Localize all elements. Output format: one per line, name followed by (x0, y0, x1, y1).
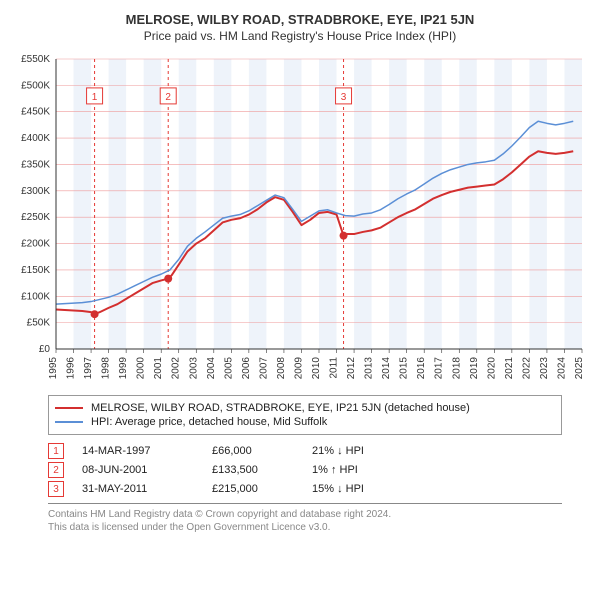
sale-date-2: 08-JUN-2001 (82, 464, 212, 476)
svg-text:2018: 2018 (451, 357, 462, 380)
svg-text:2010: 2010 (311, 357, 322, 380)
svg-text:£0: £0 (39, 344, 51, 355)
svg-text:2008: 2008 (276, 357, 287, 380)
svg-text:2000: 2000 (136, 357, 147, 380)
sales-table: 1 14-MAR-1997 £66,000 21% ↓ HPI 2 08-JUN… (48, 443, 562, 497)
svg-text:2025: 2025 (574, 357, 585, 380)
sale-row-3: 3 31-MAY-2011 £215,000 15% ↓ HPI (48, 481, 562, 497)
svg-text:2015: 2015 (399, 357, 410, 380)
svg-text:2006: 2006 (241, 357, 252, 380)
svg-text:1999: 1999 (118, 357, 129, 380)
svg-text:£150K: £150K (21, 265, 50, 276)
sale-price-2: £133,500 (212, 464, 312, 476)
svg-text:£450K: £450K (21, 107, 50, 118)
svg-text:£400K: £400K (21, 133, 50, 144)
footnote-line-2: This data is licensed under the Open Gov… (48, 521, 562, 534)
svg-text:1998: 1998 (101, 357, 112, 380)
title-line-2: Price paid vs. HM Land Registry's House … (8, 29, 592, 43)
sale-marker-2: 2 (48, 462, 64, 478)
chart-titles: MELROSE, WILBY ROAD, STRADBROKE, EYE, IP… (8, 12, 592, 43)
svg-text:2004: 2004 (206, 357, 217, 380)
footnote-line-1: Contains HM Land Registry data © Crown c… (48, 508, 562, 521)
svg-text:£100K: £100K (21, 291, 50, 302)
sale-date-1: 14-MAR-1997 (82, 445, 212, 457)
sale-hpi-3: 15% ↓ HPI (312, 483, 412, 495)
svg-text:2003: 2003 (188, 357, 199, 380)
svg-text:2023: 2023 (539, 357, 550, 380)
svg-text:2013: 2013 (364, 357, 375, 380)
sale-date-3: 31-MAY-2011 (82, 483, 212, 495)
legend-swatch-property (55, 407, 83, 409)
sale-marker-3: 3 (48, 481, 64, 497)
svg-text:2017: 2017 (434, 357, 445, 380)
svg-text:£200K: £200K (21, 239, 50, 250)
svg-text:2024: 2024 (556, 357, 567, 380)
svg-text:1997: 1997 (83, 357, 94, 380)
sale-row-2: 2 08-JUN-2001 £133,500 1% ↑ HPI (48, 462, 562, 478)
svg-text:2007: 2007 (258, 357, 269, 380)
svg-text:2012: 2012 (346, 357, 357, 380)
svg-text:£500K: £500K (21, 80, 50, 91)
svg-text:£300K: £300K (21, 186, 50, 197)
svg-text:1996: 1996 (66, 357, 77, 380)
legend-row-property: MELROSE, WILBY ROAD, STRADBROKE, EYE, IP… (55, 402, 555, 414)
svg-text:3: 3 (341, 92, 347, 103)
svg-text:2005: 2005 (223, 357, 234, 380)
title-line-1: MELROSE, WILBY ROAD, STRADBROKE, EYE, IP… (8, 12, 592, 27)
legend-swatch-hpi (55, 421, 83, 423)
svg-text:2021: 2021 (504, 357, 515, 380)
sale-price-3: £215,000 (212, 483, 312, 495)
svg-text:1995: 1995 (48, 357, 59, 380)
svg-text:2011: 2011 (329, 357, 340, 379)
sale-marker-1: 1 (48, 443, 64, 459)
sale-hpi-2: 1% ↑ HPI (312, 464, 412, 476)
footnote: Contains HM Land Registry data © Crown c… (48, 503, 562, 534)
svg-text:1: 1 (92, 92, 98, 103)
svg-text:2002: 2002 (171, 357, 182, 380)
svg-text:£550K: £550K (21, 54, 50, 65)
sale-hpi-1: 21% ↓ HPI (312, 445, 412, 457)
svg-text:£250K: £250K (21, 212, 50, 223)
svg-text:2022: 2022 (521, 357, 532, 380)
chart-container: MELROSE, WILBY ROAD, STRADBROKE, EYE, IP… (8, 12, 592, 534)
svg-text:2: 2 (165, 92, 171, 103)
legend: MELROSE, WILBY ROAD, STRADBROKE, EYE, IP… (48, 395, 562, 435)
price-chart: £0 £50K £100K £150K £200K £250K £300K £350K £400… (8, 49, 592, 389)
sale-row-1: 1 14-MAR-1997 £66,000 21% ↓ HPI (48, 443, 562, 459)
legend-label-property: MELROSE, WILBY ROAD, STRADBROKE, EYE, IP… (91, 402, 470, 414)
legend-row-hpi: HPI: Average price, detached house, Mid … (55, 416, 555, 428)
svg-text:£350K: £350K (21, 159, 50, 170)
svg-text:2001: 2001 (153, 357, 164, 380)
svg-text:£50K: £50K (27, 318, 51, 329)
svg-text:2020: 2020 (486, 357, 497, 380)
svg-text:2009: 2009 (293, 357, 304, 380)
svg-text:2019: 2019 (469, 357, 480, 380)
sale-price-1: £66,000 (212, 445, 312, 457)
svg-text:2014: 2014 (381, 357, 392, 380)
svg-text:2016: 2016 (416, 357, 427, 380)
legend-label-hpi: HPI: Average price, detached house, Mid … (91, 416, 327, 428)
